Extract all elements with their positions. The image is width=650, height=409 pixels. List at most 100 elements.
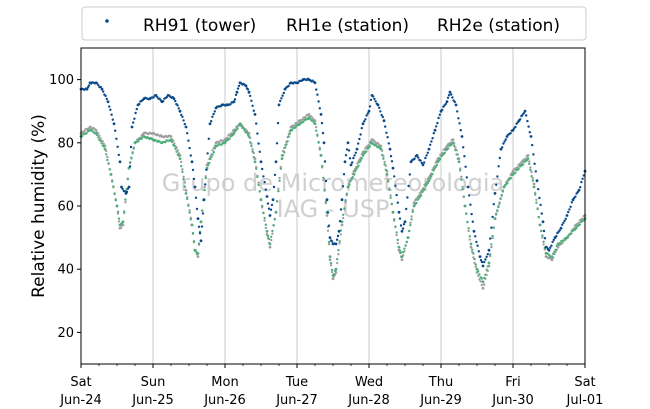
series-dot	[439, 157, 442, 161]
series-dot	[402, 250, 405, 254]
series-dot	[535, 198, 538, 201]
series-dot	[233, 98, 237, 101]
series-dot	[483, 260, 486, 264]
series-dot	[348, 157, 352, 160]
series-dot	[388, 188, 391, 191]
series-dot	[393, 218, 396, 221]
data-point	[391, 210, 395, 214]
series-dot	[468, 194, 471, 197]
series-dot	[534, 193, 537, 196]
series-dot	[446, 96, 450, 100]
series-dot	[271, 229, 274, 233]
series-dot	[434, 161, 437, 164]
series-dot	[368, 105, 372, 108]
series-dot	[502, 142, 505, 145]
data-point	[388, 147, 392, 151]
series-dot	[450, 93, 453, 96]
series-rh1e	[79, 116, 587, 284]
series-dot	[359, 133, 362, 136]
data-point	[232, 131, 236, 135]
series-dot	[297, 81, 300, 85]
series-dot	[480, 283, 483, 287]
series-dot	[158, 97, 161, 100]
data-point	[328, 255, 332, 258]
series-dot	[499, 197, 502, 200]
series-dot	[101, 140, 105, 143]
series-dot	[404, 244, 407, 247]
series-dot	[330, 240, 334, 243]
series-dot	[381, 153, 384, 157]
series-dot	[387, 142, 390, 145]
series-dot	[114, 129, 117, 132]
series-dot	[250, 99, 253, 103]
series-dot	[112, 185, 115, 188]
series-dot	[444, 102, 447, 106]
series-dot	[255, 165, 258, 169]
series-dot	[394, 184, 397, 187]
series-dot	[382, 157, 385, 160]
series-dot	[324, 200, 327, 203]
series-dot	[132, 147, 135, 150]
series-dot	[271, 232, 274, 235]
series-dot	[480, 260, 484, 264]
series-dot	[490, 245, 493, 249]
series-dot	[318, 146, 321, 149]
series-dot	[464, 165, 467, 168]
series-dot	[368, 145, 371, 148]
series-dot	[95, 133, 99, 137]
series-dot	[114, 199, 118, 202]
data-point	[421, 163, 425, 167]
series-dot	[337, 249, 340, 252]
series-dot	[208, 161, 211, 165]
data-point	[322, 141, 326, 145]
series-dot	[497, 165, 500, 168]
series-dot	[206, 152, 209, 155]
series-dot	[479, 259, 483, 262]
data-point	[247, 90, 251, 94]
legend-label-rh2e: RH2e (station)	[437, 16, 560, 36]
series-dot	[320, 121, 324, 125]
data-point	[526, 154, 530, 157]
data-point	[253, 113, 257, 116]
data-point	[184, 125, 188, 129]
series-dot	[317, 100, 320, 103]
series-dot	[336, 234, 340, 238]
series-dot	[552, 252, 555, 255]
grid-lines	[152, 48, 514, 364]
series-dot	[344, 201, 347, 204]
series-dot	[278, 176, 281, 180]
series-dot	[336, 261, 339, 265]
series-dot	[540, 229, 543, 233]
series-dot	[396, 242, 399, 245]
series-dot	[315, 129, 318, 132]
series-dot	[428, 176, 432, 179]
data-point	[454, 103, 458, 107]
series-dot	[578, 223, 581, 226]
series-dot	[108, 105, 111, 108]
series-dot	[506, 181, 509, 185]
series-dot	[264, 226, 267, 230]
series-dot	[580, 180, 583, 184]
series-dot	[410, 218, 413, 221]
series-dot	[117, 220, 121, 223]
series-dot	[342, 213, 345, 216]
data-point	[499, 147, 503, 151]
series-dot	[106, 155, 109, 159]
data-point	[397, 210, 401, 214]
series-dot	[132, 121, 135, 124]
data-point	[184, 192, 188, 195]
series-dot	[181, 115, 184, 119]
series-dot	[531, 179, 534, 182]
data-point	[334, 267, 338, 271]
series-dot	[582, 174, 585, 177]
series-dot	[473, 257, 476, 261]
series-dot	[347, 149, 351, 152]
data-point	[337, 229, 341, 233]
series-dot	[529, 168, 532, 172]
series-dot	[496, 175, 499, 178]
series-dot	[115, 137, 118, 140]
series-dot	[236, 127, 239, 130]
series-dot	[279, 165, 282, 169]
series-dot	[528, 162, 531, 165]
series-dot	[396, 238, 399, 242]
